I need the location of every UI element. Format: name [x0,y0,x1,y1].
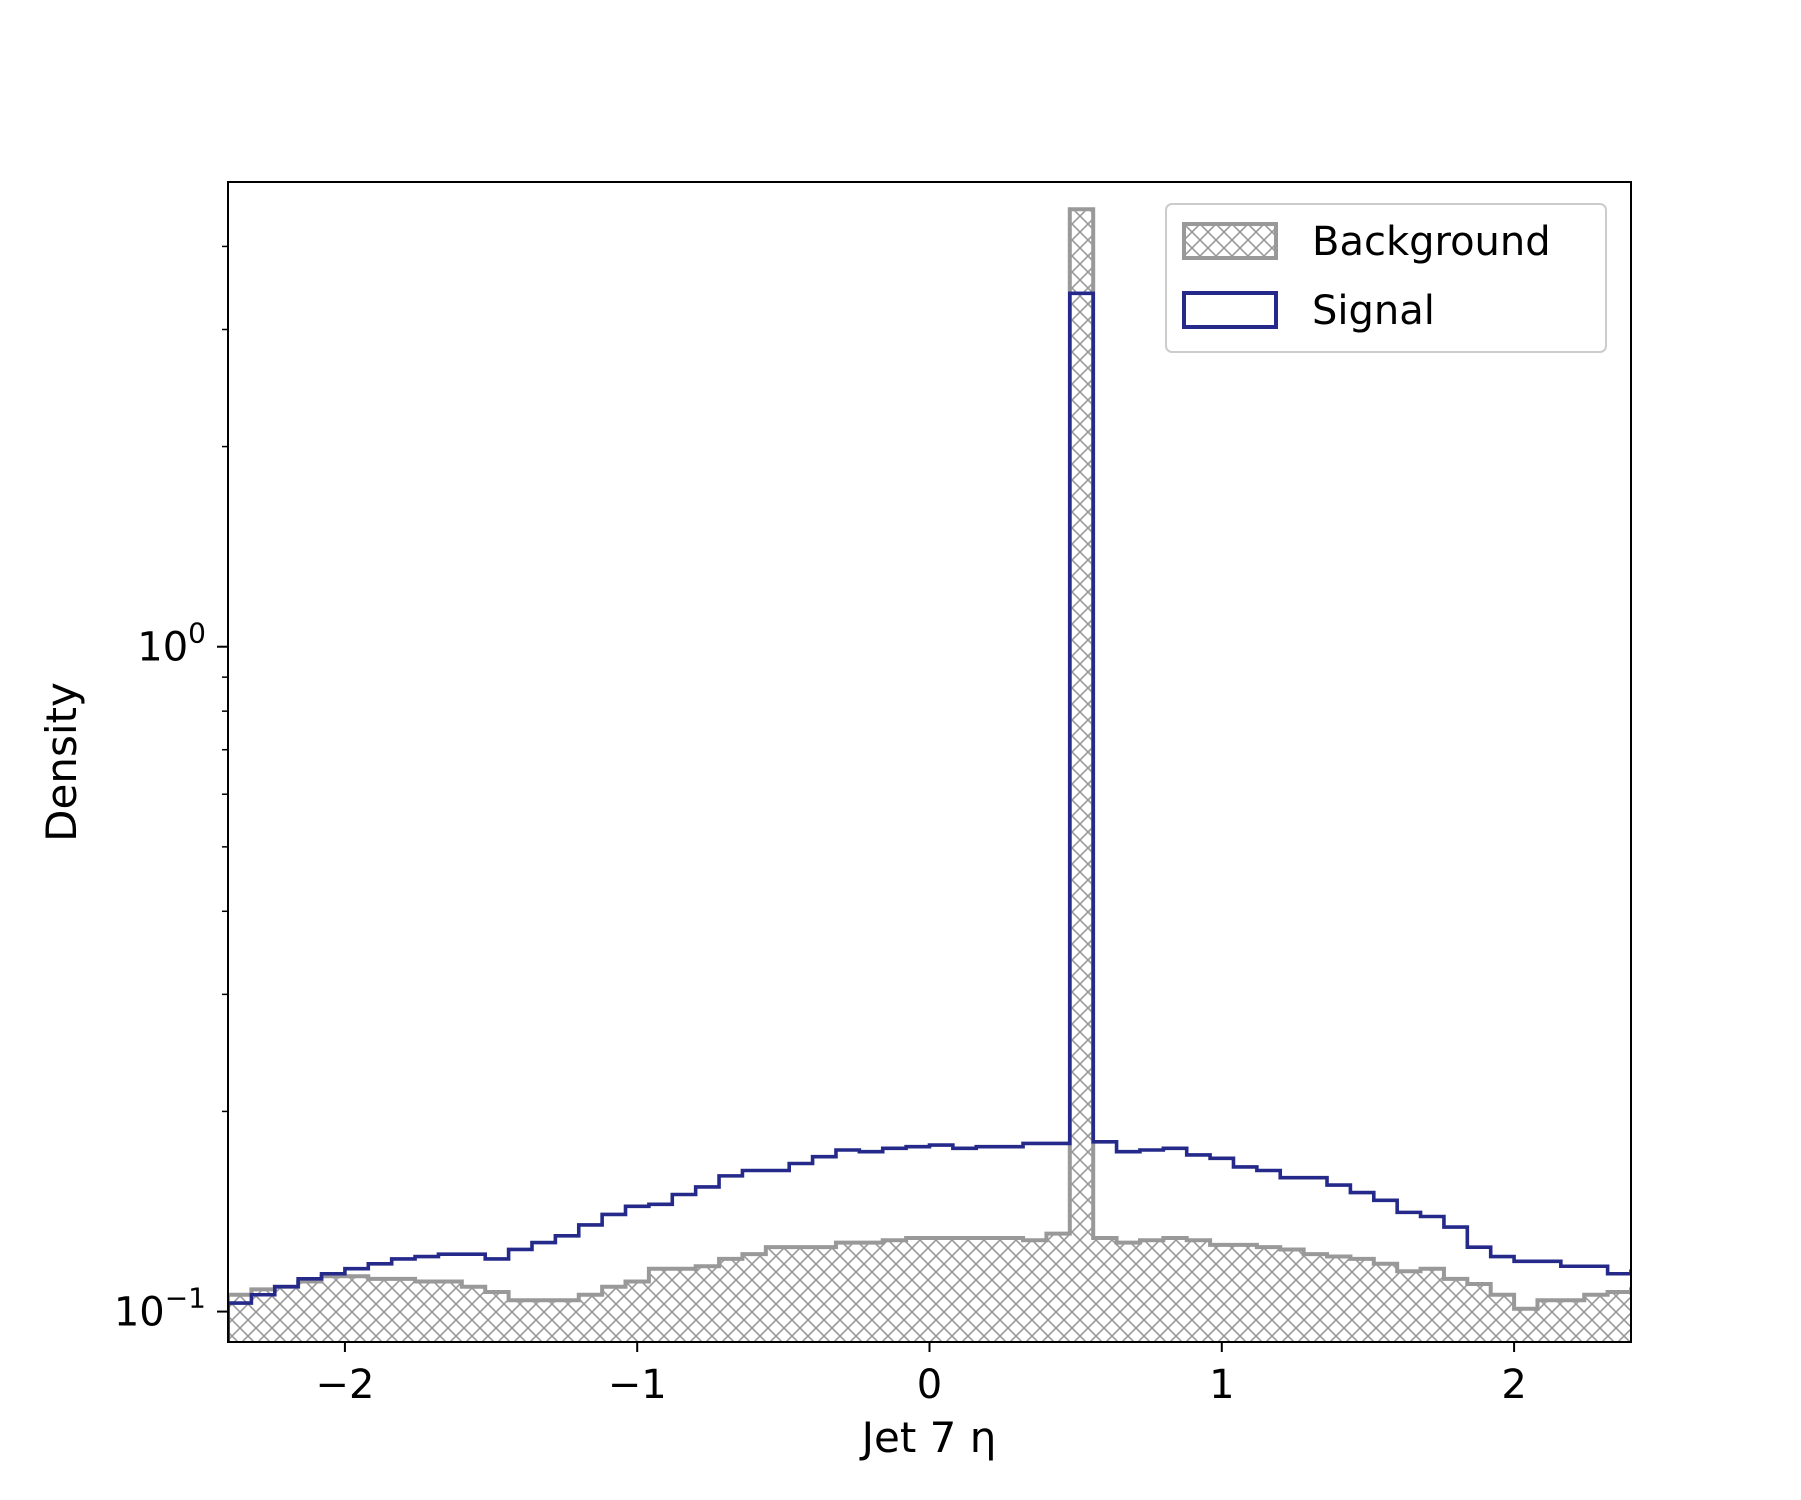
background-bar [1654,1281,1678,1342]
x-tick-label: −1 [608,1362,667,1408]
background-bar [1186,1240,1211,1342]
background-bar [1023,1240,1047,1342]
background-bar [1467,1284,1492,1342]
background-bar [625,1281,650,1342]
background-bar [1560,1300,1585,1342]
background-bar [1537,1300,1562,1342]
background-bar [1303,1254,1328,1342]
background-bar [952,1238,977,1342]
x-axis-label: Jet 7 η [859,1413,997,1462]
background-bar [1116,1242,1141,1342]
background-bar [1514,1308,1538,1342]
legend-label-signal: Signal [1312,288,1435,334]
background-bar [251,1289,276,1342]
background-bar [1327,1256,1351,1342]
background-bar [1725,1276,1749,1342]
background-bar [602,1286,626,1342]
legend-label-background: Background [1312,219,1551,265]
background-bar [1046,1233,1071,1342]
background-bar [531,1300,556,1342]
background-bar [765,1247,790,1342]
background-bar [415,1281,439,1342]
background-bar [391,1278,416,1342]
legend: Background Signal [1165,203,1607,353]
background-bar [485,1292,509,1342]
background-bar [999,1238,1024,1342]
background-bar [1069,209,1094,1342]
legend-swatch-signal [1182,291,1278,329]
y-axis-label: Density [37,682,86,842]
background-bar [906,1238,930,1342]
background-bar [789,1247,813,1342]
background-series [228,207,1801,1342]
histogram-layer [228,207,1801,1342]
background-bar [1795,1292,1801,1342]
background-bar [438,1281,463,1342]
background-bar [695,1266,720,1342]
background-bar [648,1268,673,1342]
background-bar [1748,1281,1772,1342]
background-bar [1233,1244,1258,1342]
y-tick-label: 10−1 [114,1282,206,1336]
x-tick-label: −2 [315,1362,374,1408]
background-bar [1350,1258,1375,1342]
background-bar [321,1276,346,1342]
background-step-line [228,207,1631,1342]
background-bar [976,1238,1001,1342]
y-axis-ticks: 100 10−1 [114,245,228,1336]
background-bar [719,1258,743,1342]
background-bar [228,1294,252,1342]
background-bar [1280,1249,1305,1342]
signal-series [228,291,1631,1342]
x-tick-label: 0 [917,1362,942,1408]
background-bar [1490,1294,1515,1342]
background-bar [298,1281,322,1342]
x-axis-ticks: −2 −1 0 1 2 [315,1342,1527,1408]
background-bar [1771,1287,1795,1342]
signal-step-line [228,291,1631,1342]
background-bar [1420,1268,1445,1342]
legend-swatch-background [1182,222,1278,260]
background-bar [1607,1292,1631,1342]
x-tick-label: 2 [1501,1362,1526,1408]
background-bar [555,1300,580,1342]
background-bar [368,1278,393,1342]
background-bar [1210,1244,1234,1342]
background-bar [461,1286,486,1342]
background-bar [578,1294,603,1342]
background-bar [1678,1279,1702,1342]
background-bar [508,1300,533,1342]
background-bar [344,1276,369,1342]
background-bar [1701,1279,1725,1342]
background-bar [1373,1263,1398,1342]
background-bar [1256,1247,1281,1342]
background-bar [1584,1294,1609,1342]
background-bar [1093,1238,1117,1342]
background-bar [1631,1289,1655,1342]
background-bar [882,1240,907,1342]
background-bar [1139,1240,1164,1342]
x-tick-label: 1 [1209,1362,1234,1408]
background-bar [929,1238,954,1342]
plot-area [228,182,1631,1342]
background-bar [672,1268,697,1342]
background-bar [812,1247,837,1342]
background-bar [742,1254,767,1342]
background-bar [835,1242,860,1342]
background-bar [859,1242,884,1342]
background-bar [1443,1278,1468,1342]
background-bar [274,1286,299,1342]
y-tick-label: 100 [137,617,206,671]
background-bar [1397,1271,1421,1342]
background-bar [1163,1238,1188,1342]
